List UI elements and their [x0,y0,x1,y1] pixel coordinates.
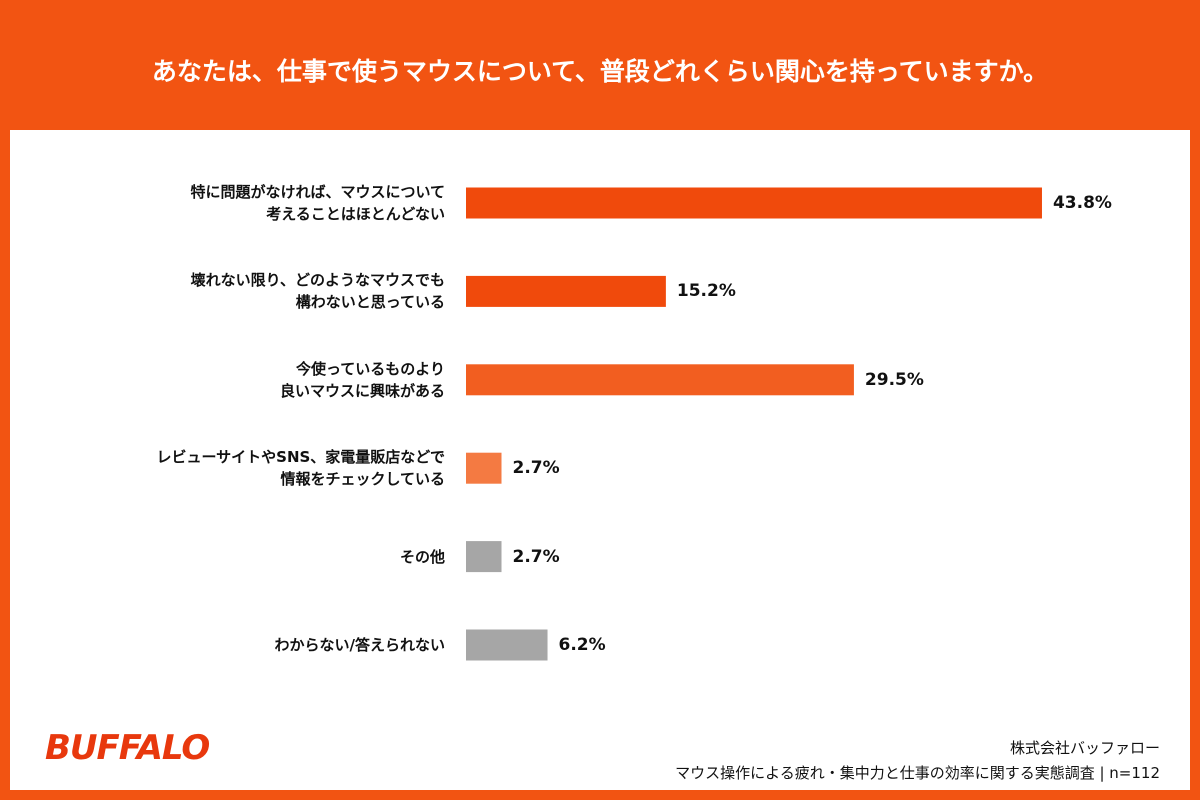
bar [466,364,854,396]
category-label: 今使っているものより 良いマウスに興味がある [279,359,445,400]
category-label: 壊れない限り、どのようなマウスでも 構わないと思っている [190,271,445,312]
category-label: その他 [399,547,445,566]
category-label: レビューサイトやSNS、家電量販店などで 情報をチェックしている [156,448,445,489]
logo: BUFFALO [45,728,210,768]
bar [466,452,502,484]
bar [466,275,666,307]
value-label: 43.8% [1052,193,1112,213]
bar [466,541,502,573]
panel [10,130,1190,790]
value-label: 29.5% [864,369,924,390]
bar [466,629,548,661]
chart-title: あなたは、仕事で使うマウスについて、普段どれくらい関心を持っていますか。 [151,57,1049,86]
value-label: 2.7% [512,458,560,479]
category-label: 特に問題がなければ、マウスについて 考えることはほとんどない [190,183,445,223]
value-label: 2.7% [512,546,560,567]
bar [466,187,1042,219]
company: 株式会社バッファロー [1009,739,1160,757]
value-label: 15.2% [676,281,736,302]
category-label: わからない/答えられない [274,636,445,654]
survey-note: マウス操作による疲れ・集中力と仕事の効率に関する実態調査 | n=112 [675,764,1160,782]
value-label: 6.2% [558,635,606,655]
